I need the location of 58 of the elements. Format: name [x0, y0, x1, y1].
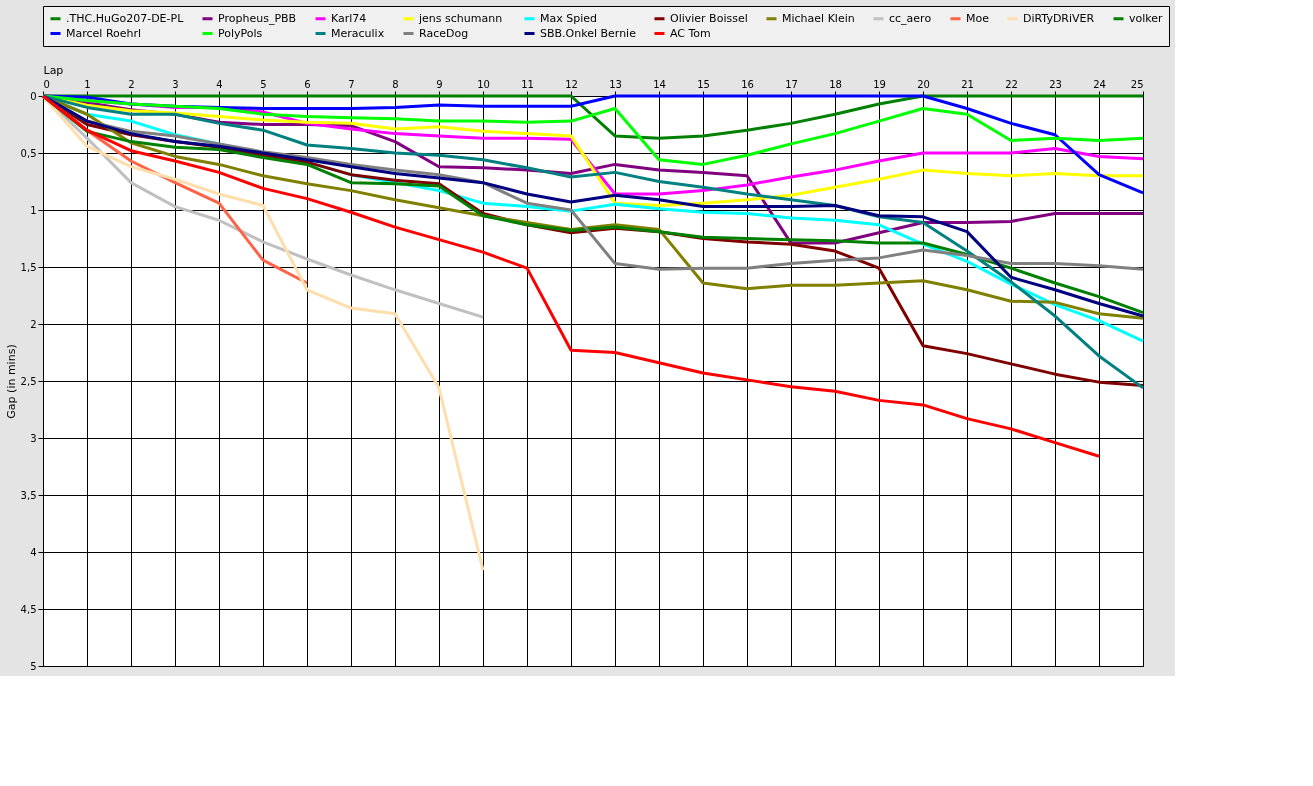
x-tick-label: 8: [392, 78, 399, 90]
x-tick-label: 5: [260, 78, 267, 90]
y-axis-title: Gap (in mins): [4, 344, 18, 419]
legend-label: Michael Klein: [782, 11, 855, 25]
x-axis-title: Lap: [43, 63, 64, 77]
legend-label: .THC.HuGo207-DE-PL: [66, 11, 185, 25]
legend-label: PolyPols: [218, 26, 263, 40]
line-series: [41, 94, 1101, 458]
x-tick-label: 14: [653, 78, 666, 90]
x-tick-label: 21: [961, 78, 974, 90]
x-tick-label: 6: [304, 78, 311, 90]
x-tick-label: 22: [1005, 78, 1018, 90]
y-tick-label: 5: [30, 660, 37, 672]
y-tick-label: 0,5: [20, 147, 37, 159]
x-tick-label: 23: [1049, 78, 1062, 90]
y-tick-label: 3: [30, 432, 37, 444]
legend-label: Moe: [966, 11, 990, 25]
x-tick-label: 7: [348, 78, 355, 90]
x-tick-label: 3: [172, 78, 179, 90]
x-tick-label: 25: [1130, 78, 1144, 90]
x-tick-label: 4: [216, 78, 223, 90]
x-tick-label: 13: [609, 78, 622, 90]
legend-label: DiRTyDRiVER: [1023, 11, 1095, 25]
legend-label: Marcel Roehrl: [66, 26, 142, 40]
legend-label: jens schumann: [418, 11, 503, 25]
y-tick-label: 3,5: [20, 489, 37, 501]
legend-label: Olivier Boissel: [670, 11, 748, 25]
line-series: [41, 94, 485, 572]
x-tick-label: 24: [1093, 78, 1106, 90]
legend-label: Meraculix: [331, 26, 385, 40]
legend-label: Karl74: [331, 11, 367, 25]
x-tick-label: 15: [697, 78, 710, 90]
legend-label: volker: [1129, 11, 1164, 25]
x-tick-label: 2: [128, 78, 135, 90]
x-tick-label: 11: [521, 78, 534, 90]
x-tick-label: 19: [873, 78, 886, 90]
x-tick-label: 10: [477, 78, 490, 90]
x-tick-label: 12: [565, 78, 578, 90]
y-tick-label: 2: [30, 318, 37, 330]
legend-label: AC Tom: [670, 26, 711, 40]
legend-label: SBB.Onkel Bernie: [540, 26, 637, 40]
y-tick-label: 4,5: [20, 603, 37, 615]
legend-label: Propheus_PBB: [218, 11, 297, 25]
y-tick-label: 1: [30, 204, 37, 216]
x-tick-label: 18: [829, 78, 842, 90]
x-tick-label: 9: [436, 78, 443, 90]
legend-label: Max Spied: [540, 11, 598, 25]
legend-label: cc_aero: [889, 11, 932, 25]
x-tick-label: 16: [741, 78, 754, 90]
x-tick-label: 1: [84, 78, 91, 90]
y-tick-label: 0: [30, 90, 37, 102]
y-tick-label: 4: [30, 546, 37, 558]
y-tick-label: 2,5: [20, 375, 37, 387]
x-tick-label: 17: [785, 78, 798, 90]
y-tick-label: 1,5: [20, 261, 37, 273]
legend-label: RaceDog: [419, 26, 469, 40]
x-tick-label: 20: [917, 78, 930, 90]
x-tick-label: 0: [43, 78, 50, 90]
